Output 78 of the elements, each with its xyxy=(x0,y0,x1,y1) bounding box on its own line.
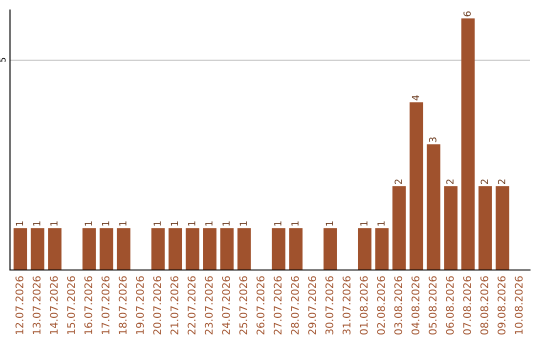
data-label: 1 xyxy=(170,221,178,226)
x-tick-label: 07.08.2026 xyxy=(463,276,472,335)
x-tick-label: 29.07.2026 xyxy=(308,276,316,334)
data-label: 1 xyxy=(222,221,230,226)
bar xyxy=(392,186,406,270)
bar xyxy=(461,18,475,270)
data-label: 1 xyxy=(274,221,282,226)
data-label: 1 xyxy=(360,221,368,226)
x-tick-label: 06.08.2026 xyxy=(446,276,454,335)
x-tick-label: 14.07.2026 xyxy=(50,276,58,334)
bar xyxy=(100,228,114,270)
data-label: 4 xyxy=(412,95,420,100)
x-tick-label: 30.07.2026 xyxy=(325,276,334,334)
x-tick-label: 13.07.2026 xyxy=(32,276,41,334)
x-tick-label: 23.07.2026 xyxy=(204,276,213,334)
data-label: 1 xyxy=(188,221,196,226)
data-label: 2 xyxy=(498,180,506,184)
data-label: 1 xyxy=(154,221,161,226)
data-label: 2 xyxy=(446,180,454,184)
data-label: 2 xyxy=(480,180,488,184)
x-tick-label: 12.07.2026 xyxy=(15,276,24,334)
x-tick-label: 18.07.2026 xyxy=(118,276,127,334)
x-tick-label: 25.07.2026 xyxy=(239,276,248,334)
bar xyxy=(289,228,303,270)
bar xyxy=(237,228,251,270)
bar xyxy=(14,228,28,270)
bar xyxy=(375,228,389,270)
data-label: 1 xyxy=(378,221,385,226)
x-tick-label: 04.08.2026 xyxy=(412,276,420,335)
x-tick-label: 21.07.2026 xyxy=(170,276,178,334)
x-tick-label: 22.07.2026 xyxy=(188,276,196,334)
data-label: 1 xyxy=(119,221,126,226)
data-label: 6 xyxy=(463,11,471,16)
data-label: 2 xyxy=(394,180,402,184)
bar xyxy=(48,228,62,270)
x-tick-label: 05.08.2026 xyxy=(428,276,437,335)
data-label: 1 xyxy=(205,221,212,226)
data-label: 1 xyxy=(50,221,58,226)
x-tick-label: 28.07.2026 xyxy=(290,276,299,334)
bar xyxy=(478,186,492,270)
bar xyxy=(30,228,44,270)
x-tick-label: 31.07.2026 xyxy=(342,276,351,334)
bar xyxy=(151,228,165,270)
bar xyxy=(410,102,424,270)
bar xyxy=(168,228,182,270)
bar xyxy=(358,228,372,270)
bar xyxy=(116,228,130,270)
x-tick-label: 27.07.2026 xyxy=(274,276,282,334)
x-tick-label: 15.07.2026 xyxy=(67,276,76,334)
data-label: 1 xyxy=(33,221,40,226)
data-label: 1 xyxy=(84,221,92,226)
data-label: 1 xyxy=(291,221,299,226)
bar xyxy=(220,228,234,270)
x-tick-label: 19.07.2026 xyxy=(136,276,144,334)
data-label: 3 xyxy=(429,137,436,142)
x-tick-label: 17.07.2026 xyxy=(102,276,110,334)
bar xyxy=(82,228,96,270)
x-tick-label: 01.08.2026 xyxy=(360,276,368,335)
x-tick-label: 20.07.2026 xyxy=(153,276,162,334)
x-tick-label: 02.08.2026 xyxy=(377,276,385,335)
bar xyxy=(444,186,458,270)
data-label: 1 xyxy=(102,221,110,226)
bar xyxy=(324,228,337,270)
bar xyxy=(426,144,440,270)
bar xyxy=(203,228,216,270)
x-tick-label: 09.08.2026 xyxy=(498,276,506,335)
x-tick-label: 03.08.2026 xyxy=(394,276,402,335)
x-tick-label: 08.08.2026 xyxy=(480,276,488,335)
data-label: 1 xyxy=(16,221,24,226)
x-tick-label: 24.07.2026 xyxy=(222,276,230,334)
data-label: 1 xyxy=(240,221,247,226)
x-tick-label: 10.08.2026 xyxy=(514,276,523,334)
x-tick-label: 26.07.2026 xyxy=(256,276,264,334)
bar xyxy=(272,228,286,270)
bar xyxy=(496,186,510,270)
x-tick-label: 16.07.2026 xyxy=(84,276,92,334)
data-label: 1 xyxy=(326,221,333,226)
bar xyxy=(186,228,200,270)
